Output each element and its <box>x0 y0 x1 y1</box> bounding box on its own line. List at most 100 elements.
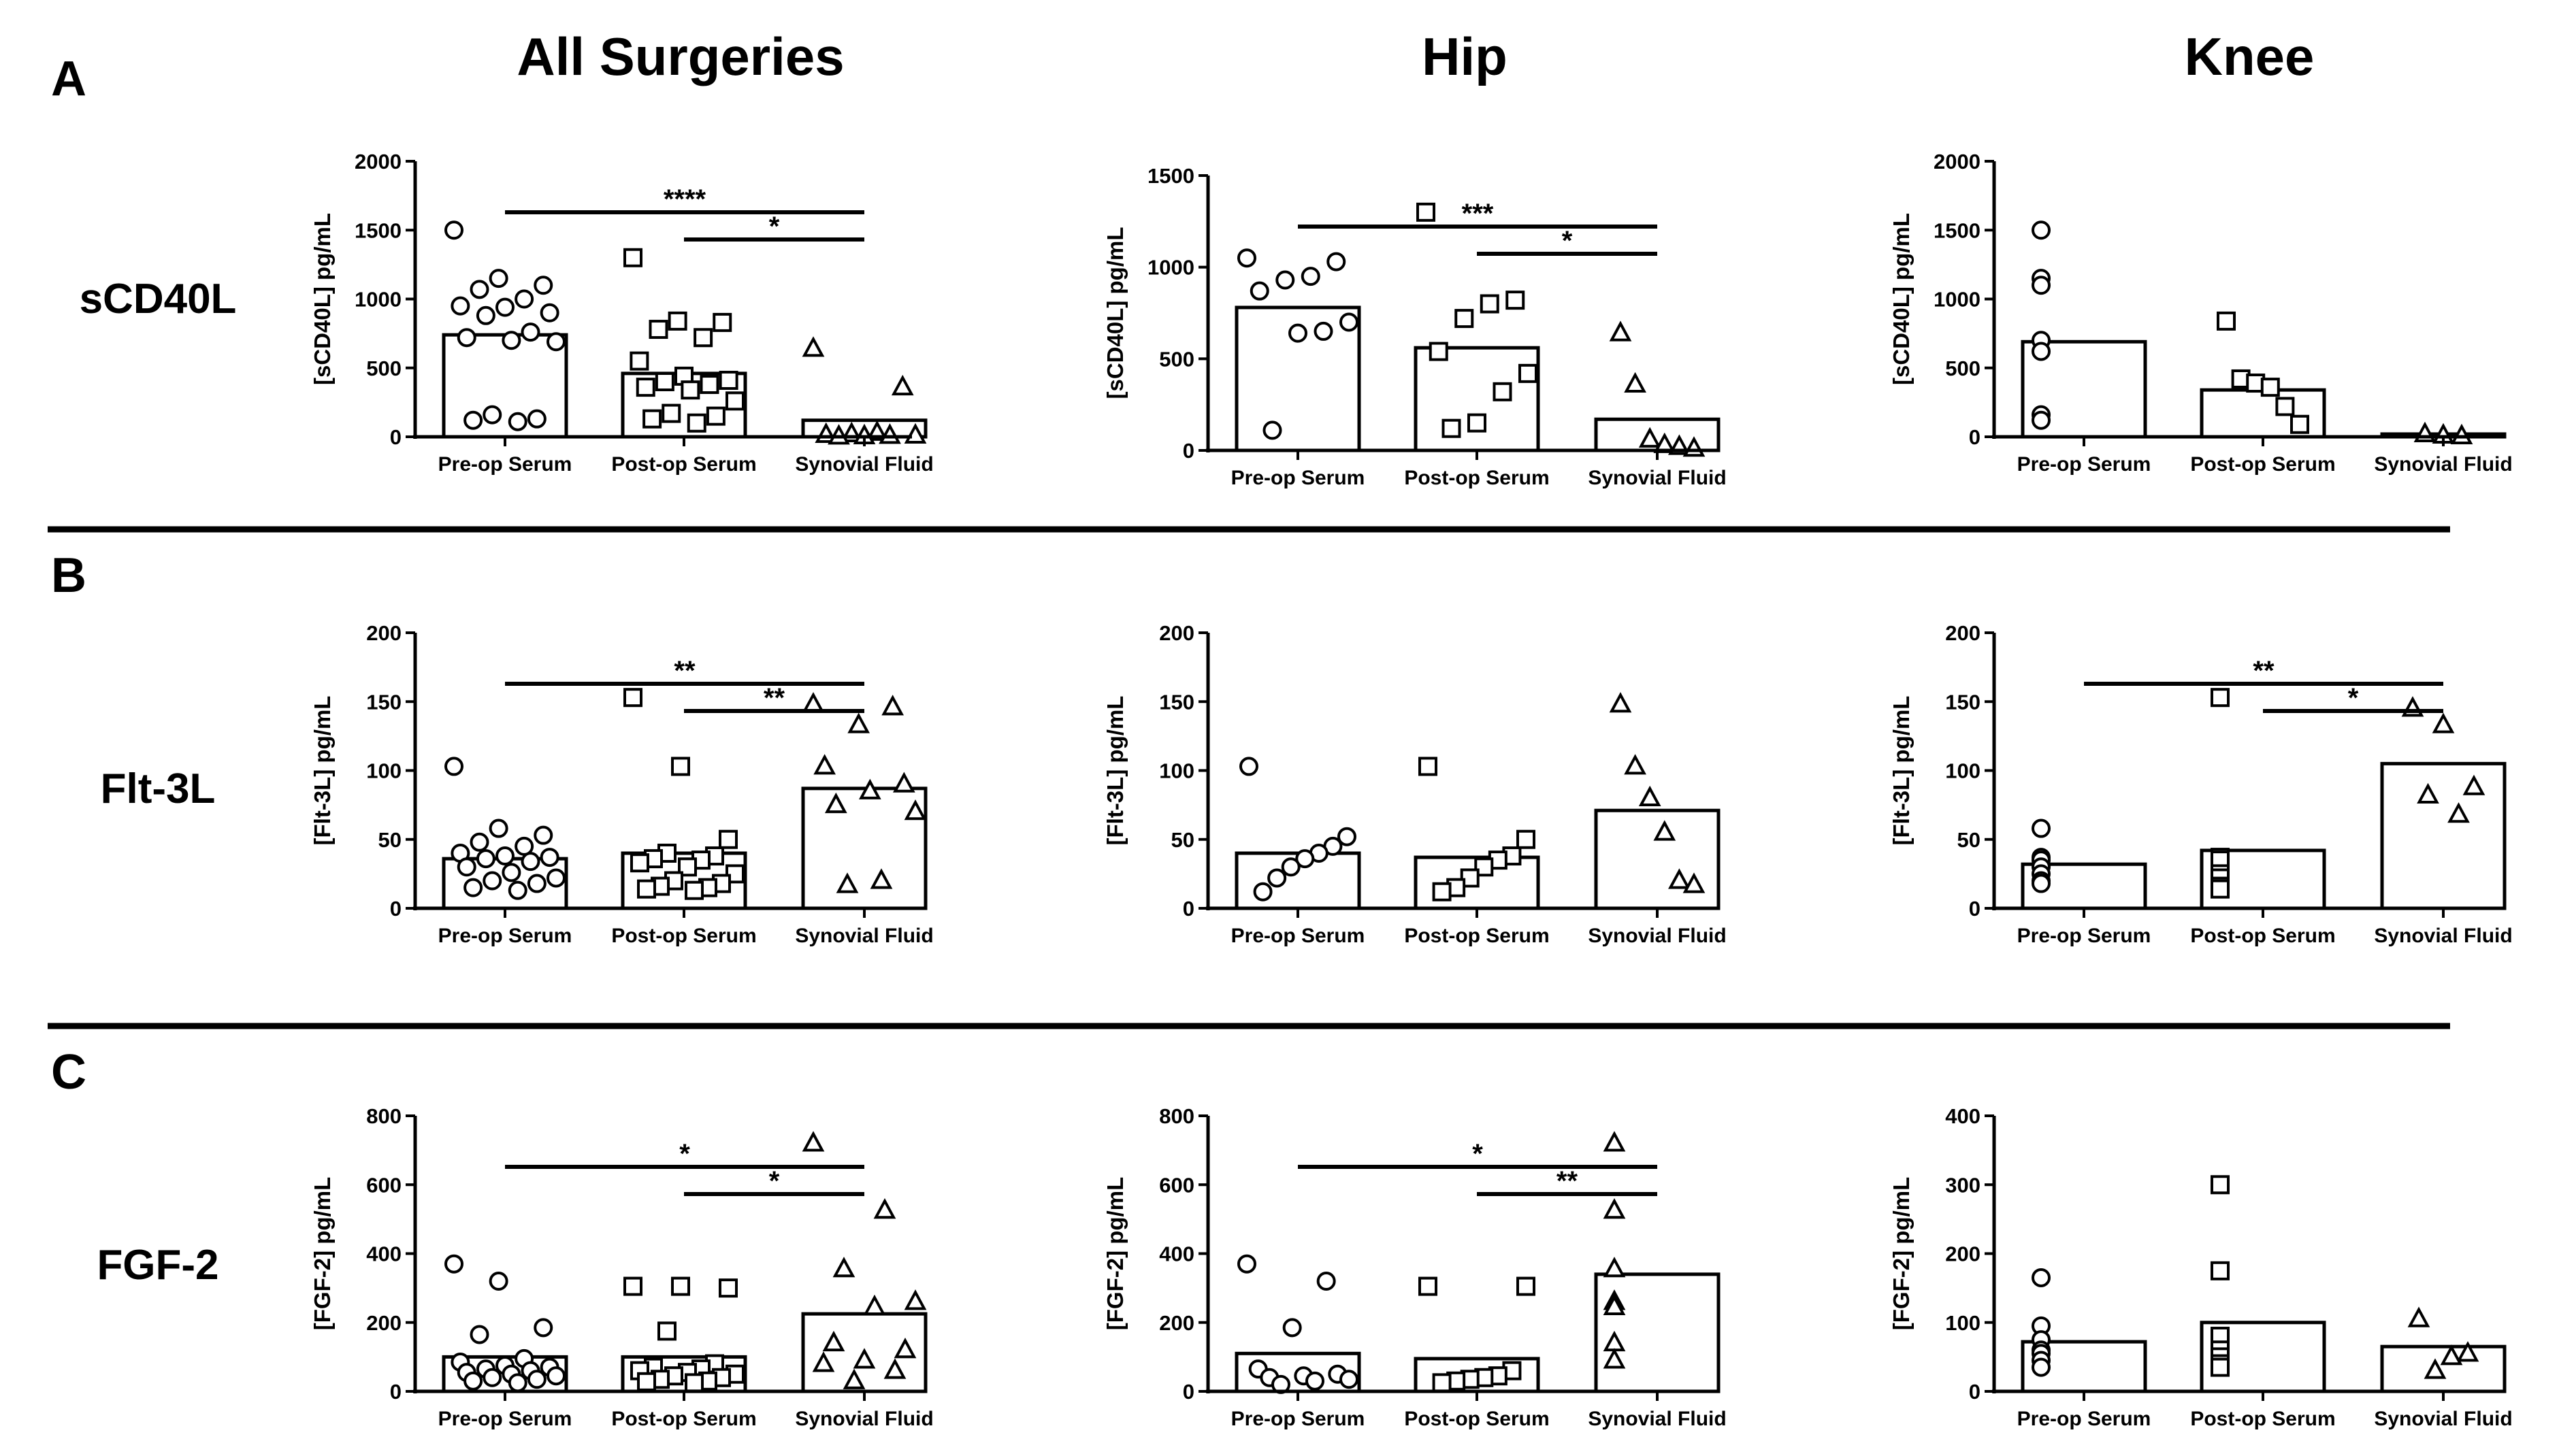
data-point-square <box>2217 311 2236 331</box>
data-point-circle <box>1281 857 1301 877</box>
data-point-triangle <box>1668 868 1691 889</box>
x-tick-label: Post-op Serum <box>1404 925 1549 947</box>
data-point-circle <box>457 857 476 877</box>
bar-synovial-fluid <box>2380 761 2507 910</box>
data-point-square <box>694 328 713 348</box>
y-tick-label: 100 <box>366 759 402 783</box>
row-label-scd40l: sCD40L <box>80 276 237 322</box>
data-point-triangle <box>2456 1341 2479 1362</box>
data-point-square <box>2211 1357 2230 1377</box>
data-point-circle <box>1253 882 1273 901</box>
data-point-square <box>2211 879 2230 899</box>
data-point-triangle <box>883 1358 907 1379</box>
data-point-square <box>726 864 745 884</box>
data-point-circle <box>2032 874 2051 893</box>
data-point-circle <box>508 1373 527 1393</box>
data-point-circle <box>515 289 534 309</box>
x-tick-label: Pre-op Serum <box>2017 925 2151 947</box>
y-tick-label: 400 <box>366 1242 402 1266</box>
data-point-square <box>1467 413 1486 433</box>
data-point-triangle <box>2407 1306 2430 1327</box>
y-tick-label: 1000 <box>1934 288 1981 312</box>
x-tick-label: Synovial Fluid <box>795 925 933 947</box>
data-point-circle <box>540 848 559 867</box>
y-tick-label: 0 <box>1183 897 1194 921</box>
x-tick-label: Synovial Fluid <box>1588 1408 1726 1430</box>
data-point-triangle <box>892 772 915 793</box>
x-tick-label: Post-op Serum <box>2190 1408 2335 1430</box>
data-point-triangle <box>1624 371 1646 393</box>
data-point-square <box>1493 382 1512 401</box>
data-point-square <box>685 1373 704 1393</box>
data-point-triangle <box>802 336 825 357</box>
x-tick-label: Synovial Fluid <box>2374 925 2512 947</box>
y-tick-label: 0 <box>1969 1380 1981 1404</box>
data-point-square <box>2211 688 2230 708</box>
significance-label: **** <box>664 184 706 214</box>
significance-label: *** <box>1462 199 1494 229</box>
data-point-square <box>681 380 700 400</box>
data-point-square <box>1518 363 1537 383</box>
data-point-square <box>1505 291 1525 310</box>
data-point-triangle <box>873 1198 896 1219</box>
data-point-circle <box>521 322 540 342</box>
y-tick-label: 400 <box>1159 1242 1194 1266</box>
data-point-triangle <box>2447 802 2470 823</box>
data-point-square <box>636 378 655 397</box>
data-point-square <box>1474 857 1494 877</box>
data-point-circle <box>495 846 515 866</box>
y-tick-label: 600 <box>1159 1173 1194 1197</box>
data-point-triangle <box>1603 1131 1626 1152</box>
data-point-circle <box>508 412 527 431</box>
data-point-triangle <box>813 754 836 775</box>
data-point-circle <box>527 874 547 893</box>
data-point-circle <box>489 269 508 288</box>
y-tick-label: 500 <box>1159 347 1194 371</box>
data-point-triangle <box>802 1131 825 1152</box>
data-point-square <box>1516 829 1535 849</box>
data-point-square <box>630 351 649 371</box>
data-point-circle <box>1250 281 1269 301</box>
y-axis-label: [Flt-3L] pg/mL <box>1103 696 1128 846</box>
y-tick-label: 200 <box>366 1311 402 1335</box>
data-point-triangle <box>802 692 825 713</box>
y-tick-label: 1000 <box>355 288 402 312</box>
chart-panel-0-0: 0 500 1000 1500 2000 Pre-op Serum Post-op Seru… <box>310 150 934 476</box>
y-tick-label: 200 <box>1945 621 1981 645</box>
x-tick-label: Post-op Serum <box>611 453 756 476</box>
data-point-square <box>719 829 738 849</box>
data-point-circle <box>444 757 463 776</box>
data-point-circle <box>444 1254 463 1274</box>
data-point-triangle <box>2450 423 2473 444</box>
y-axis-label: [sCD40L] pg/mL <box>1103 227 1128 399</box>
data-point-square <box>2211 1175 2230 1195</box>
data-point-triangle <box>832 1257 855 1278</box>
data-point-square <box>2211 1261 2230 1280</box>
data-point-square <box>637 879 656 899</box>
data-point-triangle <box>2424 1358 2447 1379</box>
y-tick-label: 0 <box>1183 1380 1194 1404</box>
data-point-circle <box>1301 267 1320 286</box>
data-point-circle <box>463 1371 483 1391</box>
data-point-circle <box>1305 1371 1324 1391</box>
column-header-knee: Knee <box>2185 27 2315 86</box>
y-axis-label: [Flt-3L] pg/mL <box>310 696 335 846</box>
data-point-circle <box>1295 849 1315 869</box>
y-tick-label: 600 <box>366 1173 402 1197</box>
bar-pre-op-serum <box>442 333 568 439</box>
y-axis-label: [FGF-2] pg/mL <box>310 1177 335 1330</box>
data-point-circle <box>547 1366 566 1386</box>
x-tick-label: Synovial Fluid <box>1588 925 1726 947</box>
data-point-triangle <box>812 1351 835 1372</box>
x-tick-label: Pre-op Serum <box>438 1408 572 1430</box>
data-point-square <box>671 757 690 776</box>
y-tick-label: 150 <box>366 690 402 714</box>
data-point-square <box>685 880 704 900</box>
data-point-square <box>1432 1373 1452 1393</box>
significance-label: ** <box>764 683 785 713</box>
row-label-fgf-2: FGF-2 <box>97 1242 218 1289</box>
data-point-square <box>623 1276 642 1296</box>
y-tick-label: 300 <box>1945 1173 1981 1197</box>
column-header-all-surgeries: All Surgeries <box>517 27 844 86</box>
x-tick-label: Pre-op Serum <box>2017 1408 2151 1430</box>
